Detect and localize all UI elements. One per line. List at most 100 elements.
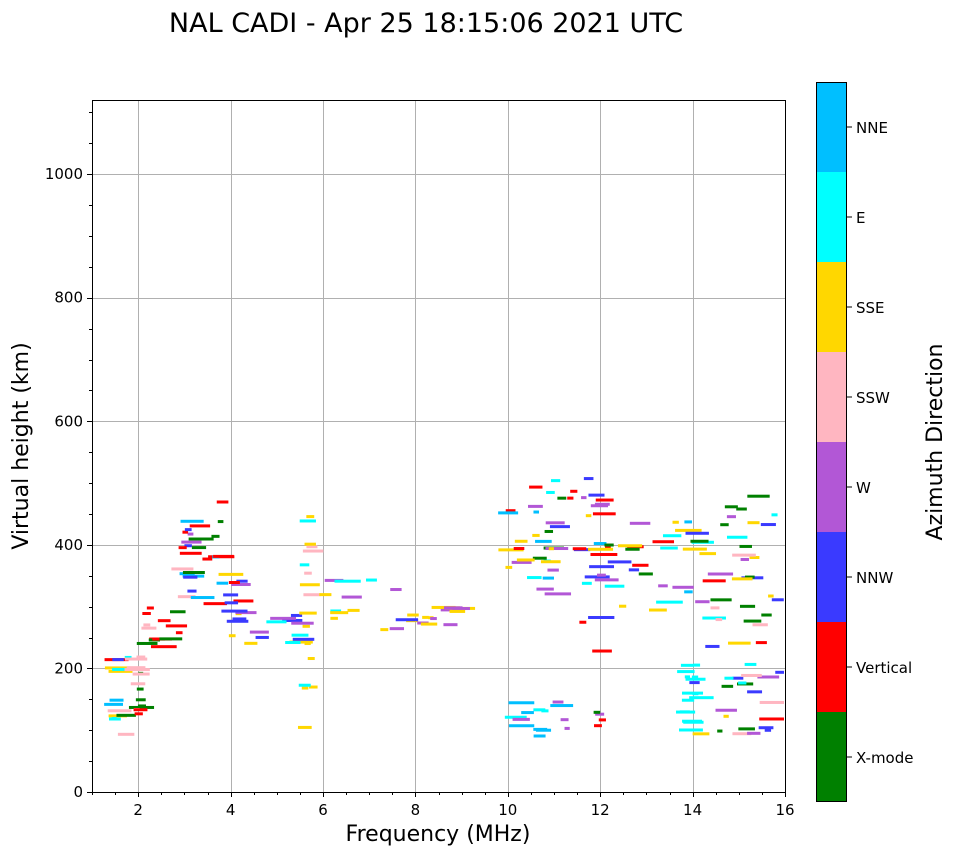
colorbar: X-mode Vertical NNW W SSW SSE E NNE — [816, 82, 913, 802]
echo-mark — [726, 535, 748, 539]
echo-mark — [302, 624, 310, 628]
echo-mark — [407, 613, 419, 617]
colorbar-swatch — [816, 622, 847, 712]
echo-mark — [533, 727, 548, 731]
echo-mark — [112, 658, 124, 662]
echo-mark — [662, 534, 682, 538]
echo-mark — [449, 609, 466, 613]
echo-mark — [738, 727, 755, 731]
echo-mark — [112, 667, 134, 671]
echo-mark — [675, 528, 702, 532]
echo-mark — [550, 704, 574, 708]
echo-mark — [521, 711, 534, 715]
echo-mark — [306, 515, 315, 519]
echo-mark — [720, 523, 729, 527]
echo-mark — [572, 547, 587, 551]
echo-mark — [672, 585, 694, 589]
echo-mark — [182, 571, 205, 575]
echo-mark — [738, 681, 747, 685]
echo-mark — [232, 617, 247, 621]
echo-mark — [745, 575, 755, 579]
colorbar-swatch — [816, 172, 847, 262]
colorbar-swatch — [816, 712, 847, 802]
echo-mark — [136, 687, 144, 691]
echo-mark — [593, 710, 601, 714]
echo-mark — [679, 728, 703, 732]
echo-mark — [390, 588, 402, 592]
echo-mark — [588, 493, 605, 497]
echo-mark — [107, 709, 132, 713]
y-tick-label: 200 — [54, 659, 83, 677]
echo-mark — [589, 565, 615, 569]
echo-mark — [141, 626, 157, 630]
y-tick-label: 0 — [73, 783, 83, 801]
echo-mark — [134, 712, 143, 716]
echo-mark — [594, 502, 610, 506]
echo-mark — [759, 717, 784, 721]
colorbar-tick-label: Vertical — [856, 659, 912, 677]
x-tick-label: 10 — [498, 801, 517, 819]
echo-mark — [649, 608, 667, 612]
echo-mark — [567, 496, 574, 500]
echo-mark — [743, 619, 762, 623]
echo-mark — [598, 718, 606, 722]
echo-mark — [330, 609, 342, 613]
echo-mark — [431, 605, 456, 609]
echo-mark — [341, 595, 362, 599]
x-ticks: 2 4 6 8 10 12 14 16 — [92, 792, 795, 819]
echo-mark — [235, 611, 257, 615]
echo-mark — [266, 620, 287, 624]
echo-mark — [511, 560, 532, 564]
echo-mark — [513, 547, 525, 551]
echo-mark — [233, 599, 254, 603]
echo-mark — [552, 700, 564, 704]
echo-mark — [203, 602, 227, 606]
echo-mark — [684, 590, 693, 594]
echo-mark — [395, 618, 419, 622]
echo-mark — [741, 673, 762, 677]
echo-mark — [443, 623, 458, 627]
echo-mark — [334, 579, 361, 583]
echo-mark — [285, 641, 301, 645]
echo-mark — [532, 556, 547, 560]
echo-mark — [658, 584, 668, 588]
echo-mark — [759, 700, 784, 704]
echo-mark — [710, 598, 732, 602]
echo-mark — [514, 539, 528, 543]
y-tick-label: 1000 — [45, 165, 83, 183]
echo-mark — [159, 637, 183, 641]
echo-mark — [324, 578, 344, 582]
y-tick-label: 600 — [54, 412, 83, 430]
echo-mark — [682, 691, 704, 695]
echo-mark — [625, 547, 640, 551]
x-tick-label: 16 — [775, 801, 794, 819]
echo-mark — [184, 544, 192, 548]
echo-mark — [691, 675, 699, 679]
echo-mark — [702, 579, 726, 583]
echo-mark — [133, 708, 148, 712]
echo-mark — [221, 609, 248, 613]
echo-mark — [542, 576, 554, 580]
echo-mark — [216, 500, 229, 504]
echo-mark — [178, 546, 187, 550]
echo-mark — [299, 519, 316, 523]
echo-mark — [223, 593, 239, 597]
echo-mark — [130, 682, 146, 686]
echo-mark — [583, 477, 594, 481]
echo-mark — [652, 540, 675, 544]
echo-mark — [545, 547, 569, 551]
echo-mark — [104, 666, 131, 670]
echo-mark — [693, 663, 701, 667]
echo-mark — [592, 649, 612, 653]
echo-mark — [596, 573, 606, 577]
echo-mark — [680, 663, 694, 667]
echo-mark — [540, 560, 561, 564]
echo-mark — [747, 731, 761, 735]
echo-mark — [760, 523, 776, 527]
echo-mark — [228, 580, 240, 584]
echo-mark — [771, 513, 778, 517]
echo-mark — [184, 528, 192, 532]
colorbar-swatch — [816, 352, 847, 442]
echo-mark — [298, 683, 311, 687]
echo-mark — [299, 563, 310, 567]
